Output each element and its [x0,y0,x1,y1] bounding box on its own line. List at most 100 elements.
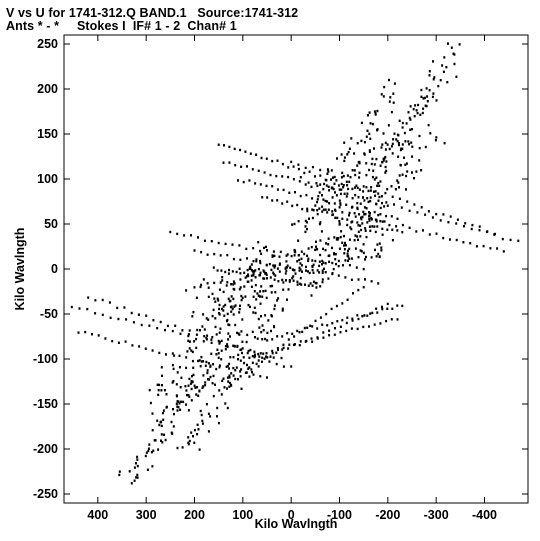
uv-point [236,345,239,348]
uv-point [175,383,178,386]
uv-point [286,298,288,301]
uv-point [173,354,176,357]
uv-point [375,176,378,179]
uv-point [384,191,387,195]
uv-point [305,339,308,343]
uv-point [410,141,413,144]
uv-point [163,389,166,392]
uv-point [230,384,233,387]
uv-point [408,226,411,229]
uv-point [315,240,317,243]
uv-point [434,139,437,142]
uv-point [239,258,242,261]
uv-point [331,246,333,250]
uv-point [277,348,279,351]
uv-point [322,336,325,339]
uv-point [156,383,159,386]
uv-point [380,146,383,149]
uv-point [277,280,280,283]
uv-point [380,249,383,252]
uv-point [187,443,190,446]
uv-point [158,351,161,355]
uv-point [220,269,223,272]
uv-point [303,171,306,175]
uv-point [218,313,221,316]
uv-point [165,353,167,356]
uv-point [190,431,193,434]
uv-point [415,230,418,233]
uv-point [400,147,403,150]
uv-point [366,314,369,317]
uv-point [203,328,206,331]
uv-point [241,351,243,355]
uv-point [396,179,399,182]
uv-point [250,279,253,282]
uv-point [136,464,139,468]
uv-point [360,250,363,253]
uv-point [442,236,445,240]
uv-point [212,374,215,378]
uv-point [341,217,344,220]
uv-point [377,192,380,195]
uv-point [200,250,203,254]
uv-point [427,123,430,127]
uv-point [276,159,279,162]
uv-point [370,256,373,259]
uv-point [261,324,264,327]
uv-point [390,215,393,218]
uv-point [207,378,209,381]
uv-point [360,218,363,221]
uv-point [340,153,343,156]
uv-point [118,470,121,473]
uv-point [338,206,341,209]
uv-point [354,234,357,237]
uv-point [263,357,266,360]
uv-point [356,221,359,224]
uv-point [375,220,378,223]
uv-point [218,342,221,345]
uv-point [228,374,231,377]
uv-point [195,333,198,336]
uv-point [171,363,174,367]
uv-point [226,364,229,368]
uv-point [420,169,423,172]
uv-point [101,313,104,317]
uv-point [311,265,314,268]
uv-point [230,310,233,313]
uv-point [442,213,445,216]
uv-point [418,134,421,138]
uv-point [416,111,419,115]
uv-point [311,216,314,220]
uv-point [193,249,196,252]
uv-point [189,382,192,385]
uv-point [259,259,262,263]
uv-point [441,64,444,67]
uv-point [371,157,374,161]
uv-point [298,258,301,262]
uv-point [244,276,247,279]
uv-point [337,184,340,187]
uv-point [408,116,411,120]
uv-point [278,255,281,258]
uv-point [428,70,431,73]
uv-point [188,347,191,350]
uv-point [246,275,248,278]
uv-point [420,95,423,98]
uv-point [311,340,314,343]
uv-point [254,182,257,185]
uv-point [318,271,321,274]
uv-point [252,247,255,250]
uv-point [185,356,188,359]
uv-point [327,208,330,211]
uv-point [269,285,272,288]
uv-point [252,311,255,314]
uv-point [424,213,427,216]
uv-point [282,343,285,346]
uv-point [326,211,329,214]
uv-point [391,228,394,231]
uv-point [275,362,278,366]
uv-point [356,201,359,205]
uv-point [358,213,361,216]
uv-point [196,423,199,426]
uv-point [187,436,190,439]
